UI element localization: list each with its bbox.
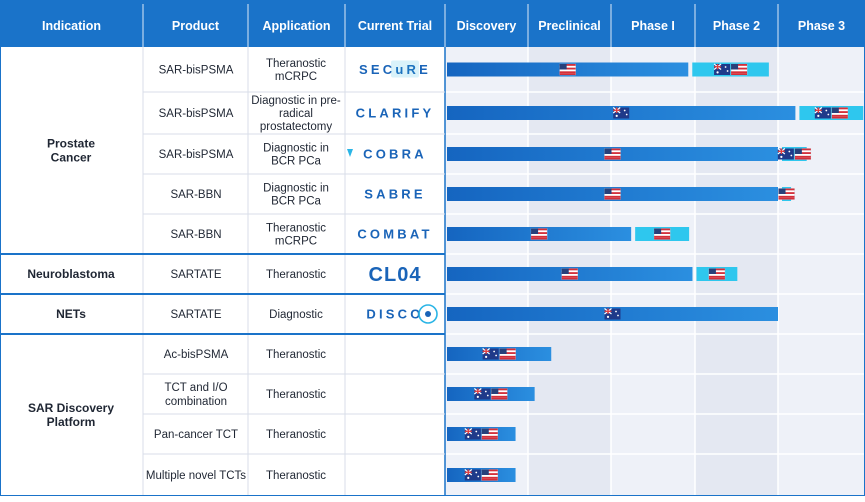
trial-name: CLARIFY [356, 106, 435, 121]
indication-label: Cancer [51, 151, 92, 165]
application-text: Diagnostic [269, 309, 323, 321]
application-text: Theranostic [266, 429, 326, 441]
product-name: SARTATE [170, 309, 221, 321]
us-flag-icon [778, 188, 795, 200]
au-flag-icon [814, 107, 831, 119]
header-product: Product [172, 19, 220, 33]
header-indication: Indication [42, 19, 101, 33]
header-current-trial: Current Trial [358, 19, 432, 33]
indication-label: NETs [56, 307, 86, 321]
us-flag-icon [561, 268, 578, 280]
us-flag-icon [730, 63, 748, 76]
us-flag-icon [559, 63, 576, 76]
trial-logo-sabre: SABRE [364, 187, 426, 202]
disco-core-icon [425, 311, 431, 317]
product-name: SAR-BBN [170, 229, 221, 241]
cobra-icon [347, 149, 353, 157]
application-text: BCR PCa [271, 156, 321, 168]
progress-bar [447, 347, 552, 361]
trial-logo-cl04: CL04 [369, 264, 422, 286]
au-flag-icon [604, 308, 621, 320]
header-phase-2: Preclinical [538, 19, 601, 33]
au-flag-icon [464, 469, 481, 481]
progress-bar [447, 468, 516, 482]
header-phase-1: Discovery [457, 19, 517, 33]
header-application: Application [262, 19, 330, 33]
product-name: SAR-bisPSMA [159, 149, 234, 161]
product-name: TCT and I/O [164, 382, 227, 394]
next-stage-bar [692, 62, 769, 77]
trial-name: SECuRE [359, 62, 431, 77]
us-flag-icon [604, 188, 621, 200]
trial-name: COBRA [363, 147, 427, 162]
application-text: prostatectomy [260, 121, 332, 133]
next-stage-bar [799, 106, 864, 120]
trial-logo-combat: COMBAT [357, 227, 432, 242]
indication-label: Prostate [47, 137, 95, 151]
product-name: Multiple novel TCTs [146, 470, 246, 482]
us-flag-icon [481, 428, 498, 440]
trial-logo-accent [391, 60, 419, 78]
progress-bar [447, 427, 516, 441]
indication-label: Platform [47, 415, 96, 429]
application-text: Theranostic [266, 470, 326, 482]
application-text: mCRPC [275, 236, 317, 248]
us-flag-icon [491, 388, 508, 400]
application-text: Diagnostic in [263, 183, 329, 195]
trial-name: CL04 [369, 264, 422, 286]
us-flag-icon [499, 348, 516, 360]
indication-label: SAR Discovery [28, 401, 114, 415]
product-name: SAR-BBN [170, 189, 221, 201]
phase-column-5 [778, 47, 865, 496]
progress-bar [447, 387, 535, 401]
us-flag-icon [794, 148, 812, 160]
us-flag-icon [604, 148, 621, 160]
au-flag-icon [777, 148, 794, 160]
us-flag-icon [481, 469, 498, 481]
application-text: Diagnostic in pre- [251, 95, 341, 107]
au-flag-icon [612, 107, 630, 119]
application-text: radical [279, 108, 313, 120]
us-flag-icon [708, 268, 726, 280]
application-text: Theranostic [266, 223, 326, 235]
header-phase-4: Phase 2 [713, 19, 760, 33]
product-name: SARTATE [170, 269, 221, 281]
application-text: Diagnostic in [263, 143, 329, 155]
au-flag-icon [482, 348, 499, 360]
us-flag-icon [831, 107, 849, 119]
au-flag-icon [464, 428, 481, 440]
trial-logo-cobra: COBRA [347, 147, 427, 162]
trial-logo-clarify: CLARIFY [356, 106, 435, 121]
product-name: SAR-bisPSMA [159, 65, 234, 77]
au-flag-icon [713, 63, 731, 75]
application-text: BCR PCa [271, 196, 321, 208]
product-name: SAR-bisPSMA [159, 108, 234, 120]
application-text: Theranostic [266, 389, 326, 401]
product-name: combination [165, 396, 227, 408]
application-text: Theranostic [266, 269, 326, 281]
product-name: Ac-bisPSMA [164, 349, 229, 361]
trial-name: DISCO [366, 307, 423, 322]
application-text: Theranostic [266, 58, 326, 70]
us-flag-icon [530, 228, 548, 240]
indication-label: Neuroblastoma [27, 267, 115, 281]
application-text: mCRPC [275, 71, 317, 83]
trial-logo-secure: SECuRE [359, 60, 431, 78]
au-flag-icon [473, 388, 491, 400]
disco-ring-icon [418, 304, 438, 324]
trial-logo-disco: DISCO [366, 304, 438, 324]
header-phase-3: Phase I [631, 19, 675, 33]
trial-name: COMBAT [357, 227, 432, 242]
product-name: Pan-cancer TCT [154, 429, 238, 441]
header-band [0, 0, 865, 47]
trial-name: SABRE [364, 187, 426, 202]
header-phase-5: Phase 3 [798, 19, 845, 33]
us-flag-icon [653, 228, 671, 240]
application-text: Theranostic [266, 349, 326, 361]
